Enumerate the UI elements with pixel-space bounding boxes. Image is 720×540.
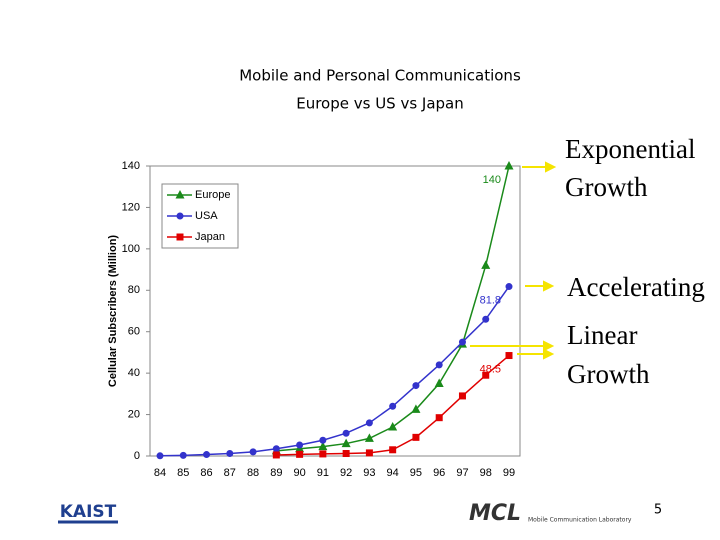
marker — [504, 161, 514, 170]
marker — [296, 441, 304, 449]
legend-marker — [176, 233, 184, 241]
marker — [318, 441, 328, 451]
arrows — [470, 161, 557, 360]
y-tick-label: 0 — [134, 450, 140, 462]
marker — [435, 414, 443, 422]
x-tick-label: 91 — [317, 467, 329, 479]
marker — [249, 448, 257, 456]
x-tick-label: 95 — [410, 467, 422, 479]
y-tick-label: 40 — [128, 367, 140, 379]
marker — [434, 378, 444, 387]
annotation: Exponential — [565, 134, 695, 164]
mcl-logo: MCL — [469, 501, 521, 526]
marker — [505, 283, 513, 291]
marker — [296, 450, 304, 458]
marker — [272, 451, 280, 459]
annotation: Growth — [567, 359, 650, 389]
marker — [156, 452, 164, 460]
marker — [272, 445, 280, 453]
y-tick-label: 120 — [122, 201, 140, 213]
legend-label: Japan — [195, 231, 225, 243]
annotation: Accelerating — [567, 272, 705, 302]
marker — [482, 315, 490, 323]
x-tick-label: 94 — [387, 467, 399, 479]
annotation: Linear — [567, 320, 637, 350]
x-tick-label: 84 — [154, 467, 166, 479]
annotation: Growth — [565, 172, 648, 202]
x-tick-label: 99 — [503, 467, 515, 479]
marker — [435, 361, 443, 369]
marker — [342, 429, 350, 437]
y-tick-label: 140 — [122, 160, 140, 172]
legend-label: USA — [195, 210, 218, 222]
marker — [388, 422, 398, 431]
legend-marker — [176, 212, 184, 220]
end-label: 81.8 — [480, 294, 501, 306]
marker — [389, 402, 397, 410]
marker — [341, 438, 351, 448]
legend-marker — [175, 190, 185, 199]
marker — [365, 449, 373, 457]
x-tick-label: 85 — [177, 467, 189, 479]
x-tick-label: 96 — [433, 467, 445, 479]
y-tick-label: 80 — [128, 284, 140, 296]
marker — [481, 260, 491, 269]
marker — [389, 446, 397, 454]
x-tick-label: 86 — [200, 467, 212, 479]
x-tick-label: 97 — [456, 467, 468, 479]
marker — [411, 404, 421, 413]
chart-subtitle: Europe vs US vs Japan — [296, 95, 464, 113]
y-tick-label: 100 — [122, 243, 140, 255]
marker — [458, 338, 466, 346]
marker — [505, 352, 513, 360]
x-tick-label: 92 — [340, 467, 352, 479]
marker — [319, 450, 327, 458]
y-tick-label: 20 — [128, 408, 140, 420]
chart-title: Mobile and Personal Communications — [239, 67, 521, 85]
marker — [482, 371, 490, 379]
x-tick-label: 93 — [363, 467, 375, 479]
x-tick-label: 88 — [247, 467, 259, 479]
marker — [179, 451, 187, 459]
marker — [412, 382, 420, 390]
end-label: 140 — [483, 174, 501, 186]
y-axis-label: Cellular Subscribers (Million) — [107, 235, 119, 388]
marker — [319, 436, 327, 444]
kaist-logo: KAIST — [60, 502, 117, 522]
plot-frame — [149, 165, 521, 457]
x-tick-label: 90 — [293, 467, 305, 479]
x-tick-label: 89 — [270, 467, 282, 479]
marker — [203, 451, 211, 459]
marker — [365, 419, 373, 427]
lab-name: Mobile Communication Laboratory — [528, 517, 632, 524]
marker — [226, 450, 234, 458]
marker — [412, 433, 420, 441]
y-tick-label: 60 — [128, 326, 140, 338]
page-number: 5 — [654, 503, 662, 518]
marker — [342, 450, 350, 458]
x-tick-label: 87 — [224, 467, 236, 479]
x-tick-label: 98 — [480, 467, 492, 479]
end-label: 48.5 — [480, 363, 501, 375]
legend-label: Europe — [195, 189, 230, 201]
series-line — [159, 286, 510, 457]
marker — [458, 392, 466, 400]
marker — [364, 433, 374, 442]
